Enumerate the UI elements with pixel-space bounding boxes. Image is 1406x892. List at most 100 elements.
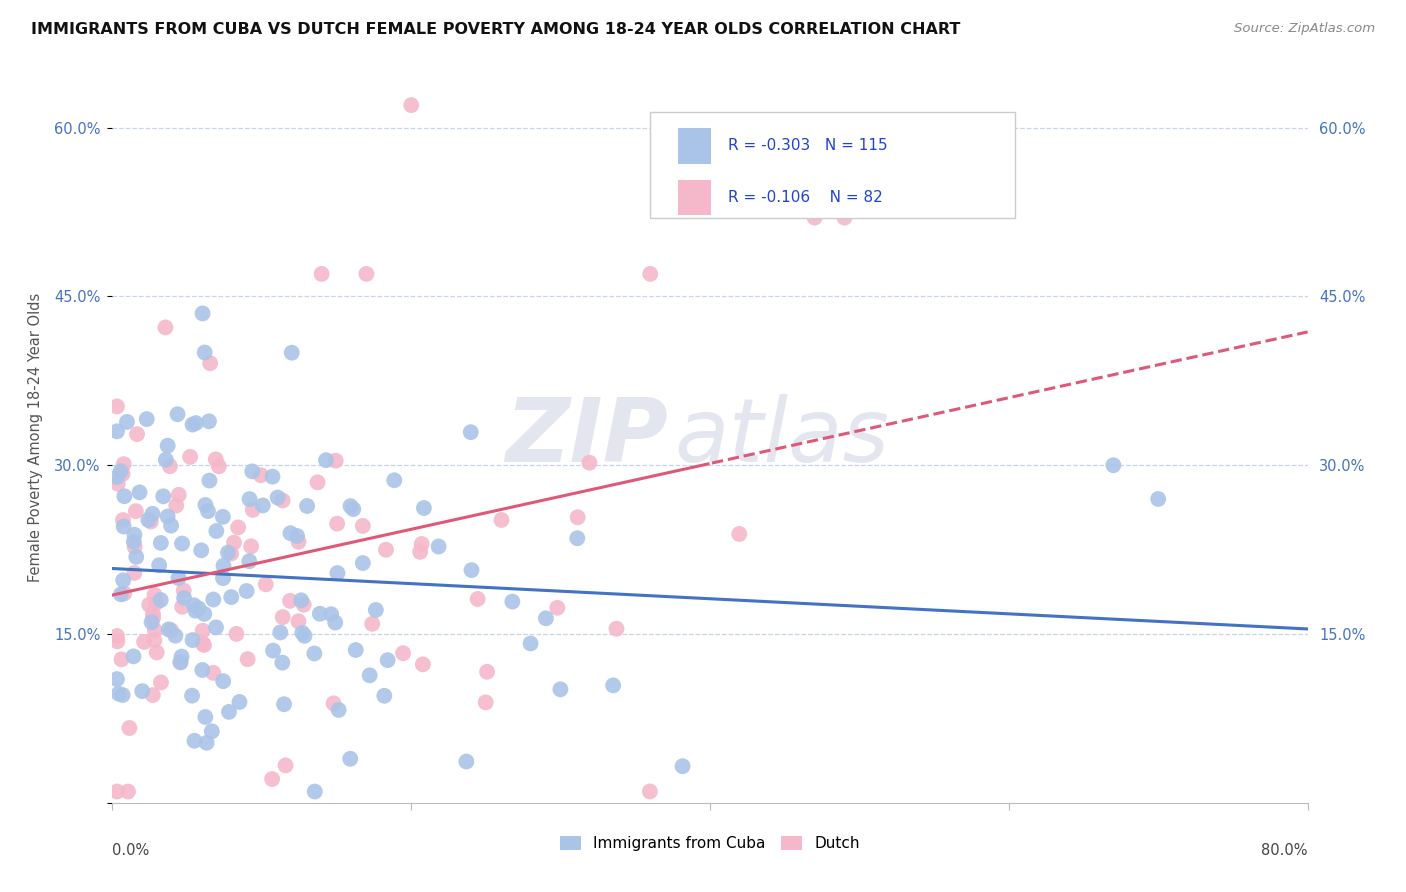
Point — [198, 414, 221, 428]
Point — [295, 499, 318, 513]
Point — [124, 540, 146, 554]
FancyBboxPatch shape — [651, 112, 1015, 218]
Point — [460, 425, 482, 440]
Point — [377, 653, 399, 667]
Point — [110, 587, 132, 601]
Point — [269, 625, 291, 640]
Point — [640, 267, 662, 281]
Point — [149, 593, 172, 607]
Point — [159, 459, 181, 474]
Point — [1102, 458, 1125, 473]
Point — [352, 519, 374, 533]
Point — [142, 688, 165, 702]
Point — [110, 652, 132, 666]
Point — [135, 412, 157, 426]
Point — [131, 684, 153, 698]
Point — [262, 643, 284, 657]
Point — [287, 534, 309, 549]
Point — [181, 689, 204, 703]
Point — [344, 643, 367, 657]
Point — [205, 524, 228, 538]
Point — [143, 624, 166, 638]
Point — [105, 425, 128, 439]
Point — [107, 687, 129, 701]
Point — [167, 571, 190, 585]
Point — [112, 457, 135, 471]
Point — [155, 452, 177, 467]
Point — [361, 616, 384, 631]
Point — [325, 453, 347, 467]
Point — [491, 513, 513, 527]
Point — [143, 588, 166, 602]
Point — [474, 695, 496, 709]
Point — [145, 596, 167, 610]
Point — [166, 407, 188, 421]
Point — [239, 492, 262, 507]
Point — [193, 638, 215, 652]
Point — [208, 459, 231, 474]
Point — [128, 485, 150, 500]
Point — [202, 665, 225, 680]
Point — [156, 509, 179, 524]
Point — [219, 547, 242, 561]
Point — [212, 558, 235, 573]
Point — [181, 633, 204, 648]
Point — [262, 469, 284, 483]
Point — [191, 636, 214, 650]
Point — [326, 516, 349, 531]
Point — [181, 417, 204, 432]
Point — [1147, 491, 1170, 506]
Point — [339, 499, 361, 513]
Point — [169, 655, 191, 669]
Point — [112, 574, 135, 588]
Point — [197, 504, 219, 518]
Point — [803, 211, 825, 225]
Point — [173, 583, 195, 598]
Point — [149, 675, 172, 690]
Point — [191, 624, 214, 638]
Point — [202, 592, 225, 607]
Point — [160, 624, 183, 638]
Point — [413, 501, 436, 516]
Point — [219, 590, 242, 604]
Point — [105, 634, 128, 648]
Point — [409, 545, 432, 559]
Point — [321, 607, 343, 622]
Point — [170, 649, 193, 664]
Point — [294, 629, 316, 643]
Point — [638, 784, 661, 798]
Point — [194, 710, 217, 724]
Point — [124, 528, 146, 542]
Point — [287, 615, 309, 629]
Point — [467, 592, 489, 607]
Point — [578, 456, 600, 470]
Point — [236, 652, 259, 666]
Text: R = -0.303   N = 115: R = -0.303 N = 115 — [728, 138, 887, 153]
Point — [205, 620, 228, 634]
Point — [238, 554, 260, 568]
Point — [242, 503, 264, 517]
Point — [382, 473, 405, 487]
Point — [326, 566, 349, 580]
Point — [671, 759, 693, 773]
Point — [235, 584, 257, 599]
Point — [411, 537, 433, 551]
Point — [356, 267, 378, 281]
Point — [304, 647, 326, 661]
Point — [273, 697, 295, 711]
Point — [122, 534, 145, 549]
Point — [115, 415, 138, 429]
Point — [271, 493, 294, 508]
Point — [252, 499, 274, 513]
Point — [138, 598, 160, 612]
Point — [456, 755, 478, 769]
Point — [124, 566, 146, 580]
Point — [262, 772, 284, 786]
Point — [254, 577, 277, 591]
Point — [198, 356, 221, 370]
Point — [156, 439, 179, 453]
Point — [105, 400, 128, 414]
Point — [834, 211, 856, 225]
Point — [125, 427, 148, 442]
Point — [112, 489, 135, 503]
